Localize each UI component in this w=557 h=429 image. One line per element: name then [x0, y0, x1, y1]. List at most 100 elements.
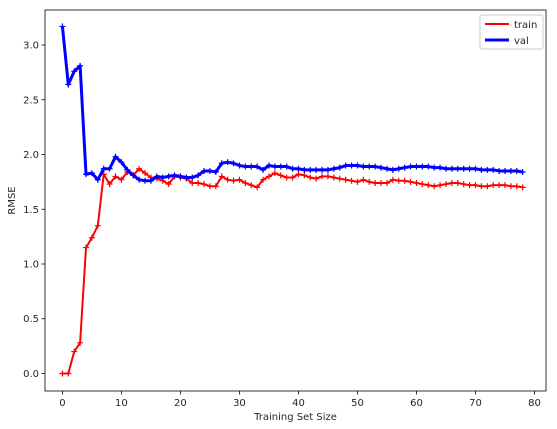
data-point-train	[419, 181, 426, 188]
data-point-val	[413, 163, 420, 170]
data-point-val	[289, 165, 296, 172]
data-point-train	[383, 179, 390, 186]
data-point-train	[265, 173, 272, 180]
data-point-val	[425, 163, 432, 170]
data-point-train	[431, 183, 438, 190]
data-point-val	[65, 81, 72, 88]
data-point-val	[218, 160, 225, 167]
data-point-train	[490, 182, 497, 189]
data-point-train	[248, 182, 255, 189]
data-point-val	[401, 164, 408, 171]
data-point-val	[372, 163, 379, 170]
data-point-train	[59, 370, 66, 377]
data-point-train	[442, 181, 449, 188]
data-point-val	[260, 166, 267, 173]
data-point-train	[295, 171, 302, 178]
data-point-val	[189, 174, 196, 181]
data-point-val	[171, 172, 178, 179]
data-point-val	[330, 165, 337, 172]
data-point-train	[242, 179, 249, 186]
data-point-train	[478, 183, 485, 190]
data-point-train	[348, 177, 355, 184]
data-point-val	[136, 176, 143, 183]
data-point-train	[342, 176, 349, 183]
data-point-train	[484, 183, 491, 190]
data-point-train	[354, 178, 361, 185]
data-point-val	[307, 166, 314, 173]
data-point-val	[195, 172, 202, 179]
data-point-val	[265, 162, 272, 169]
series-val	[59, 23, 526, 184]
data-point-val	[88, 170, 95, 177]
data-point-val	[254, 163, 261, 170]
data-point-val	[496, 167, 503, 174]
data-point-val	[407, 163, 414, 170]
data-point-val	[277, 163, 284, 170]
data-point-val	[100, 165, 107, 172]
data-point-val	[159, 174, 166, 181]
data-point-train	[201, 181, 208, 188]
data-point-val	[466, 165, 473, 172]
x-tick-label: 80	[528, 398, 541, 409]
data-point-val	[118, 159, 125, 166]
data-point-train	[136, 165, 143, 172]
data-point-val	[283, 163, 290, 170]
data-point-train	[501, 182, 508, 189]
data-point-train	[277, 172, 284, 179]
data-point-val	[295, 165, 302, 172]
data-point-train	[301, 172, 308, 179]
data-point-train	[460, 181, 467, 188]
data-point-val	[59, 23, 66, 30]
data-point-val	[507, 167, 514, 174]
x-tick-label: 30	[233, 398, 246, 409]
data-point-val	[94, 176, 101, 183]
data-point-train	[142, 170, 149, 177]
data-point-train	[330, 174, 337, 181]
x-tick-label: 40	[292, 398, 305, 409]
data-point-val	[248, 163, 255, 170]
data-point-train	[466, 182, 473, 189]
data-point-val	[366, 163, 373, 170]
data-point-val	[106, 165, 113, 172]
series-train	[59, 165, 526, 377]
data-point-train	[260, 176, 267, 183]
axes-frame	[44, 9, 547, 392]
data-point-val	[224, 159, 231, 166]
x-axis-label: Training Set Size	[253, 412, 337, 423]
data-point-val	[153, 173, 160, 180]
data-point-val	[460, 165, 467, 172]
data-point-train	[437, 182, 444, 189]
data-point-train	[289, 174, 296, 181]
data-point-val	[336, 164, 343, 171]
data-point-train	[336, 175, 343, 182]
data-point-val	[348, 162, 355, 169]
data-point-val	[490, 166, 497, 173]
data-point-train	[413, 179, 420, 186]
data-point-train	[513, 183, 520, 190]
data-point-train	[454, 179, 461, 186]
y-tick-label: 0.0	[23, 369, 39, 380]
data-point-train	[366, 178, 373, 185]
y-tick-label: 2.5	[23, 95, 39, 106]
data-point-train	[283, 174, 290, 181]
y-tick-label: 1.0	[23, 260, 39, 271]
data-point-val	[112, 153, 119, 160]
data-point-val	[83, 171, 90, 178]
data-point-train	[195, 179, 202, 186]
data-point-train	[224, 176, 231, 183]
data-point-val	[437, 164, 444, 171]
data-point-train	[307, 174, 314, 181]
data-point-val	[472, 165, 479, 172]
legend-val-label: val	[514, 36, 529, 47]
axes-layer: 0 10 20 30 40 50 60 70 80 0.0 0.5 1.0 1.5 2.0 2.5 3.0	[23, 9, 547, 409]
data-point-train	[378, 179, 385, 186]
data-point-val	[313, 166, 320, 173]
data-point-val	[389, 166, 396, 173]
data-point-train	[112, 173, 119, 180]
data-point-val	[242, 163, 249, 170]
x-tick-label: 10	[115, 398, 128, 409]
y-axis-label: RMSE	[7, 186, 18, 214]
data-point-val	[378, 164, 385, 171]
data-point-train	[472, 182, 479, 189]
x-tick-label: 60	[410, 398, 423, 409]
